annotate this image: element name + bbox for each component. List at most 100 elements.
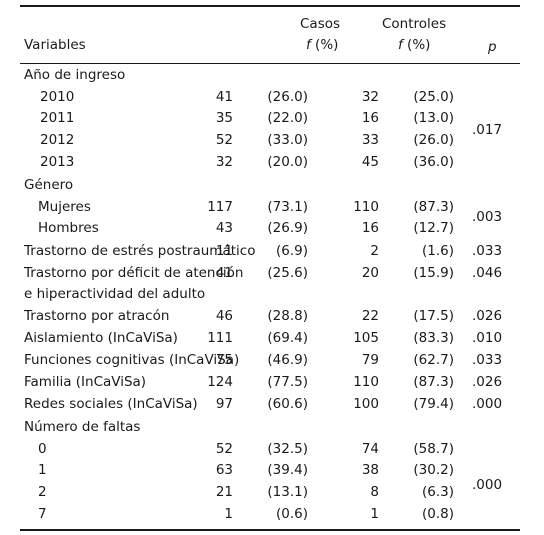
row-label: Hombres — [38, 220, 99, 236]
header-rule — [20, 63, 520, 64]
row-label: Trastorno de estrés postraumático — [24, 243, 256, 259]
controles-f: 45 — [361, 154, 379, 170]
controles-f: 22 — [361, 308, 379, 324]
controles-pct: (0.8) — [421, 506, 454, 522]
controles-f: 79 — [361, 352, 379, 368]
casos-pct: (20.0) — [267, 154, 308, 170]
casos-pct: (39.4) — [267, 462, 308, 478]
row-label: 2011 — [40, 110, 75, 126]
casos-pct: (6.9) — [275, 243, 308, 259]
casos-f: 32 — [215, 154, 233, 170]
row-p: .000 — [472, 396, 503, 412]
controles-pct: (26.0) — [413, 132, 454, 148]
casos-pct: (25.6) — [267, 265, 308, 281]
controles-pct: (58.7) — [413, 441, 454, 457]
group-p-faltas: .000 — [472, 477, 503, 493]
casos-f: 46 — [215, 308, 233, 324]
casos-f: 117 — [207, 199, 233, 215]
controles-f: 2 — [370, 243, 379, 259]
casos-f: 35 — [215, 110, 233, 126]
casos-pct: (46.9) — [267, 352, 308, 368]
controles-f: 33 — [361, 132, 379, 148]
controles-pct: (83.3) — [413, 330, 454, 346]
header-controles-f: f — [398, 37, 403, 53]
row-label: Año de ingreso — [24, 67, 126, 83]
row-p: .026 — [472, 374, 503, 390]
casos-pct: (73.1) — [267, 199, 308, 215]
casos-f: 124 — [207, 374, 233, 390]
casos-pct: (60.6) — [267, 396, 308, 412]
controles-pct: (62.7) — [413, 352, 454, 368]
header-p: p — [488, 39, 497, 55]
header-casos-f: f — [306, 37, 311, 53]
casos-pct: (33.0) — [267, 132, 308, 148]
group-p-anio: .017 — [472, 122, 503, 138]
row-label: Número de faltas — [24, 419, 141, 435]
header-variables: Variables — [24, 37, 86, 53]
controles-f: 16 — [361, 110, 379, 126]
row-label: 2012 — [40, 132, 75, 148]
casos-f: 111 — [207, 330, 233, 346]
row-label: 2 — [38, 484, 47, 500]
row-p: .033 — [472, 352, 503, 368]
casos-f: 41 — [215, 89, 233, 105]
controles-pct: (30.2) — [413, 462, 454, 478]
casos-f: 52 — [215, 441, 233, 457]
casos-pct: (69.4) — [267, 330, 308, 346]
controles-f: 32 — [361, 89, 379, 105]
row-label: Trastorno por atracón — [24, 308, 170, 324]
controles-f: 20 — [361, 265, 379, 281]
casos-f: 75 — [215, 352, 233, 368]
row-p: .033 — [472, 243, 503, 259]
row-p: .026 — [472, 308, 503, 324]
casos-pct: (26.9) — [267, 220, 308, 236]
controles-pct: (79.4) — [413, 396, 454, 412]
controles-pct: (87.3) — [413, 374, 454, 390]
header-controles-pct: (%) — [402, 37, 431, 53]
controles-f: 105 — [353, 330, 379, 346]
casos-pct: (28.8) — [267, 308, 308, 324]
row-p: .010 — [472, 330, 503, 346]
controles-f: 74 — [361, 441, 379, 457]
row-label: Mujeres — [38, 199, 91, 215]
controles-f: 110 — [353, 374, 379, 390]
bottom-rule — [20, 529, 520, 531]
header-casos-sub: f (%) — [306, 36, 338, 54]
casos-f: 1 — [224, 506, 233, 522]
header-casos: Casos — [300, 16, 341, 32]
row-label: Aislamiento (InCaViSa) — [24, 330, 178, 346]
casos-f: 11 — [215, 243, 233, 259]
controles-pct: (15.9) — [413, 265, 454, 281]
controles-pct: (12.7) — [413, 220, 454, 236]
controles-f: 110 — [353, 199, 379, 215]
row-label: 2013 — [40, 154, 75, 170]
row-p: .046 — [472, 265, 503, 281]
casos-f: 52 — [215, 132, 233, 148]
casos-f: 21 — [215, 484, 233, 500]
controles-pct: (36.0) — [413, 154, 454, 170]
row-label: 0 — [38, 441, 47, 457]
controles-pct: (87.3) — [413, 199, 454, 215]
controles-pct: (17.5) — [413, 308, 454, 324]
casos-f: 97 — [215, 396, 233, 412]
controles-f: 16 — [361, 220, 379, 236]
casos-pct: (22.0) — [267, 110, 308, 126]
row-label: 2010 — [40, 89, 75, 105]
casos-pct: (26.0) — [267, 89, 308, 105]
casos-pct: (77.5) — [267, 374, 308, 390]
row-label: Género — [24, 177, 74, 193]
controles-f: 38 — [361, 462, 379, 478]
casos-pct: (32.5) — [267, 441, 308, 457]
casos-pct: (13.1) — [267, 484, 308, 500]
row-label: 1 — [38, 462, 47, 478]
header-casos-pct: (%) — [310, 37, 339, 53]
row-label: Trastorno por déficit de atención — [24, 265, 244, 281]
row-label: 7 — [38, 506, 47, 522]
controles-f: 1 — [370, 506, 379, 522]
controles-pct: (6.3) — [421, 484, 454, 500]
casos-f: 43 — [215, 220, 233, 236]
group-p-genero: .003 — [472, 209, 503, 225]
controles-pct: (1.6) — [421, 243, 454, 259]
header-controles-sub: f (%) — [398, 36, 430, 54]
